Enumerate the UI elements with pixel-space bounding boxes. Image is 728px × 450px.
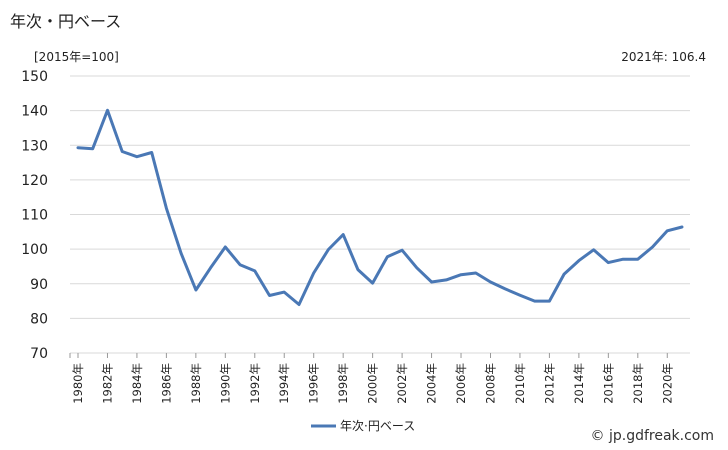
x-tick-label: 2016年 [601,363,615,404]
x-tick-label: 2000年 [366,363,380,404]
legend: 年次·円ベース [311,419,415,433]
y-axis-ticks: 70 80 90 100 110 120 130 140 150 [21,69,48,362]
latest-value-label: 2021年: 106.4 [621,50,706,64]
y-tick-label: 120 [21,173,48,189]
x-tick-label: 2006年 [454,363,468,404]
series-line [76,108,684,306]
y-tick-label: 70 [30,346,48,362]
x-tick-label: 2014年 [572,363,586,404]
y-tick-label: 140 [21,104,48,120]
y-tick-label: 90 [30,277,48,293]
legend-label: 年次·円ベース [340,419,415,433]
gridlines [70,75,690,354]
y-tick-label: 150 [21,69,48,85]
x-tick-label: 1982年 [100,363,114,404]
series-group [76,108,684,306]
x-tick-label: 1992年 [248,363,262,404]
x-tick-label: 1988年 [189,363,203,404]
x-axis-ticks: 1980年 1982年 1984年 1986年 1988年 1990年 1992年 1994年… [69,353,674,404]
y-tick-label: 100 [21,242,48,258]
x-tick-label: 2012年 [542,363,556,404]
x-tick-label: 1996年 [307,363,321,404]
x-tick-label: 2004年 [425,363,439,404]
x-tick-label: 1998年 [336,363,350,404]
x-tick-label: 2008年 [483,363,497,404]
x-tick-label: 1994年 [277,363,291,404]
x-tick-label: 1990年 [218,363,232,404]
x-tick-label: 1984年 [130,363,144,404]
y-tick-label: 80 [30,311,48,327]
x-tick-label: 1986年 [159,363,173,404]
x-tick-label: 2002年 [395,363,409,404]
y-tick-label: 130 [21,138,48,154]
x-tick-label: 1980年 [71,363,85,404]
chart-title: 年次・円ベース [10,12,122,31]
credit-text: © jp.gdfreak.com [590,428,714,444]
x-tick-label: 2010年 [513,363,527,404]
unit-label: [2015年=100] [34,50,119,64]
x-tick-label: 2020年 [660,363,674,404]
x-tick-label: 2018年 [631,363,645,404]
y-tick-label: 110 [21,208,48,224]
